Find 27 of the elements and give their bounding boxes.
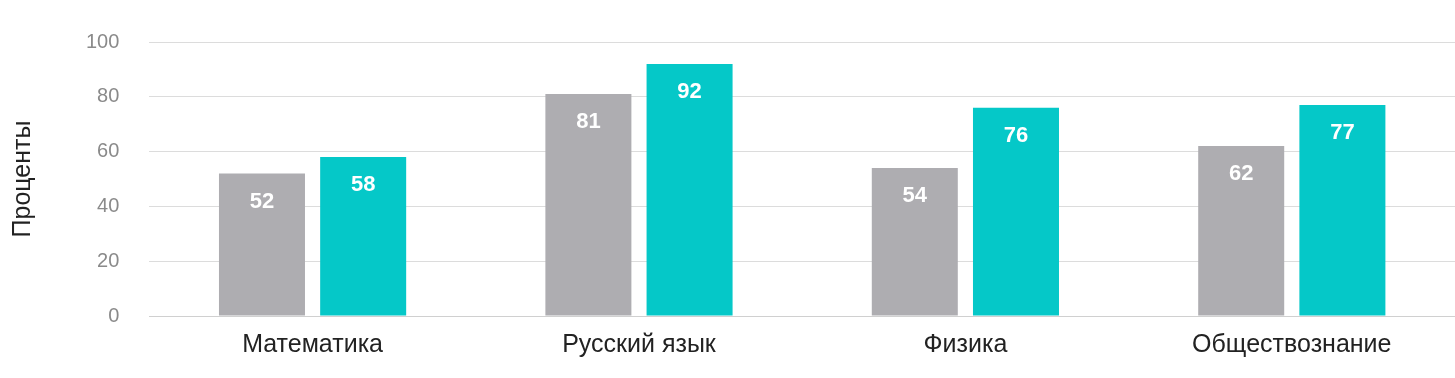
data-label: 52 — [249, 187, 275, 213]
y-tick-label: 0 — [108, 303, 120, 326]
x-tick-label: Математика — [242, 328, 384, 357]
x-tick-label: Обществознание — [1192, 328, 1392, 357]
data-label: 58 — [350, 171, 376, 197]
bar — [972, 107, 1059, 316]
bar — [1198, 146, 1285, 316]
bar — [1299, 105, 1386, 316]
data-label: 76 — [1003, 121, 1029, 147]
y-tick-label: 80 — [97, 84, 120, 107]
data-label: 77 — [1330, 119, 1355, 145]
data-label: 92 — [677, 77, 702, 103]
data-label: 54 — [902, 182, 928, 208]
bar — [871, 168, 958, 316]
y-tick-label: 100 — [85, 29, 120, 52]
x-tick-label: Физика — [923, 328, 1008, 357]
bar — [646, 63, 733, 316]
y-tick-label: 40 — [97, 193, 120, 216]
x-tick-label: Русский язык — [562, 328, 717, 357]
data-label: 81 — [576, 108, 601, 134]
data-label: 62 — [1228, 160, 1254, 186]
bar — [320, 157, 407, 316]
y-tick-label: 60 — [97, 139, 120, 162]
y-tick-label: 20 — [97, 248, 120, 271]
bar — [218, 173, 305, 316]
bar — [545, 94, 632, 316]
y-axis-title: Проценты — [6, 120, 35, 238]
